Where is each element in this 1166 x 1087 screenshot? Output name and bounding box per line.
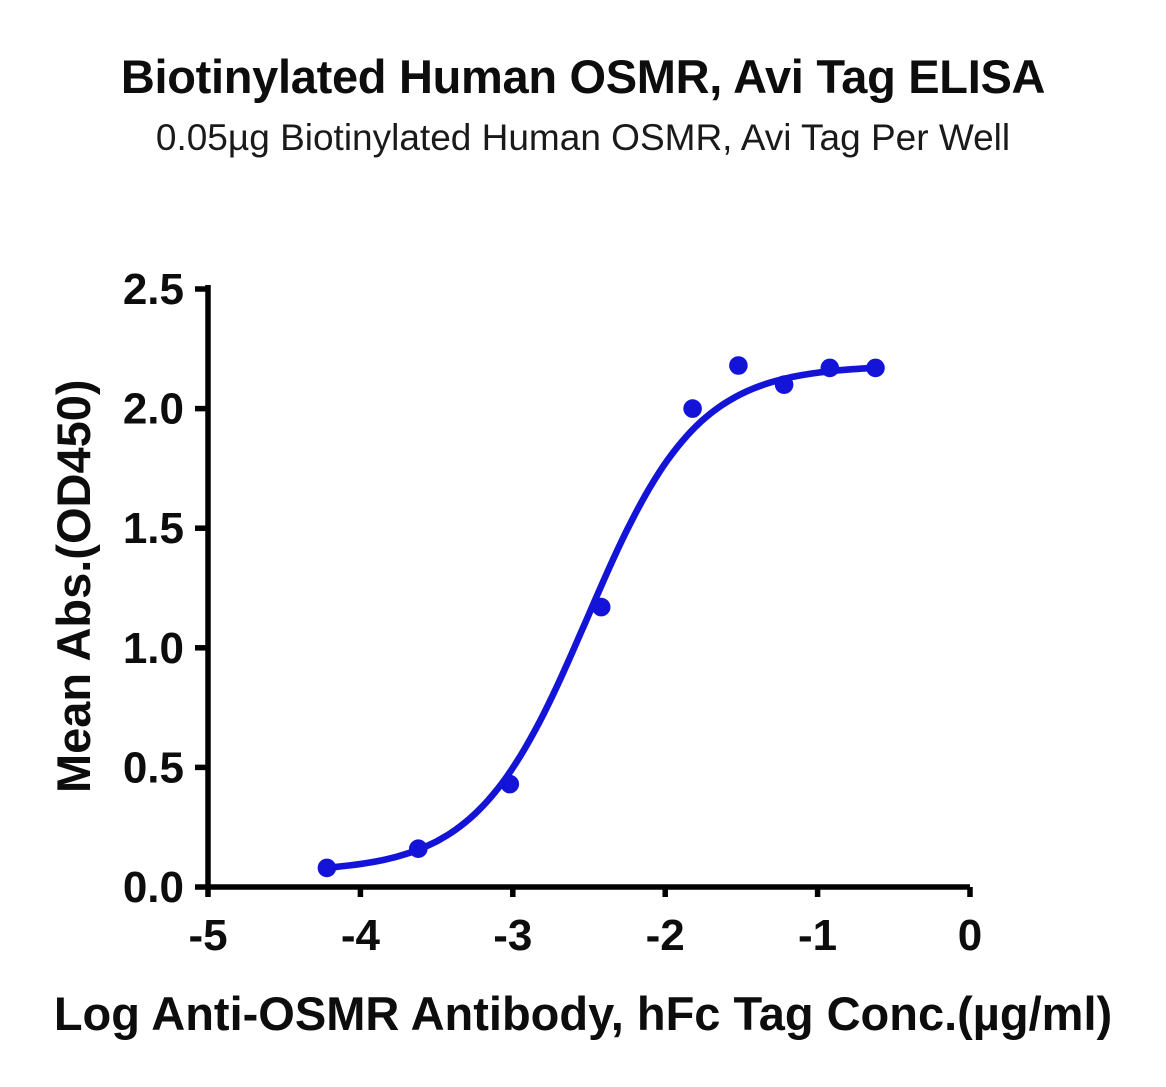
- svg-text:-2: -2: [646, 911, 685, 960]
- svg-text:-1: -1: [798, 911, 837, 960]
- svg-text:1.0: 1.0: [123, 624, 184, 673]
- svg-text:0: 0: [958, 911, 982, 960]
- svg-text:2.0: 2.0: [123, 385, 184, 434]
- svg-text:0.5: 0.5: [123, 743, 184, 792]
- svg-text:-3: -3: [493, 911, 532, 960]
- svg-text:2.5: 2.5: [123, 265, 184, 314]
- svg-text:-5: -5: [188, 911, 227, 960]
- svg-text:1.5: 1.5: [123, 504, 184, 553]
- svg-text:0.0: 0.0: [123, 863, 184, 912]
- svg-text:-4: -4: [341, 911, 381, 960]
